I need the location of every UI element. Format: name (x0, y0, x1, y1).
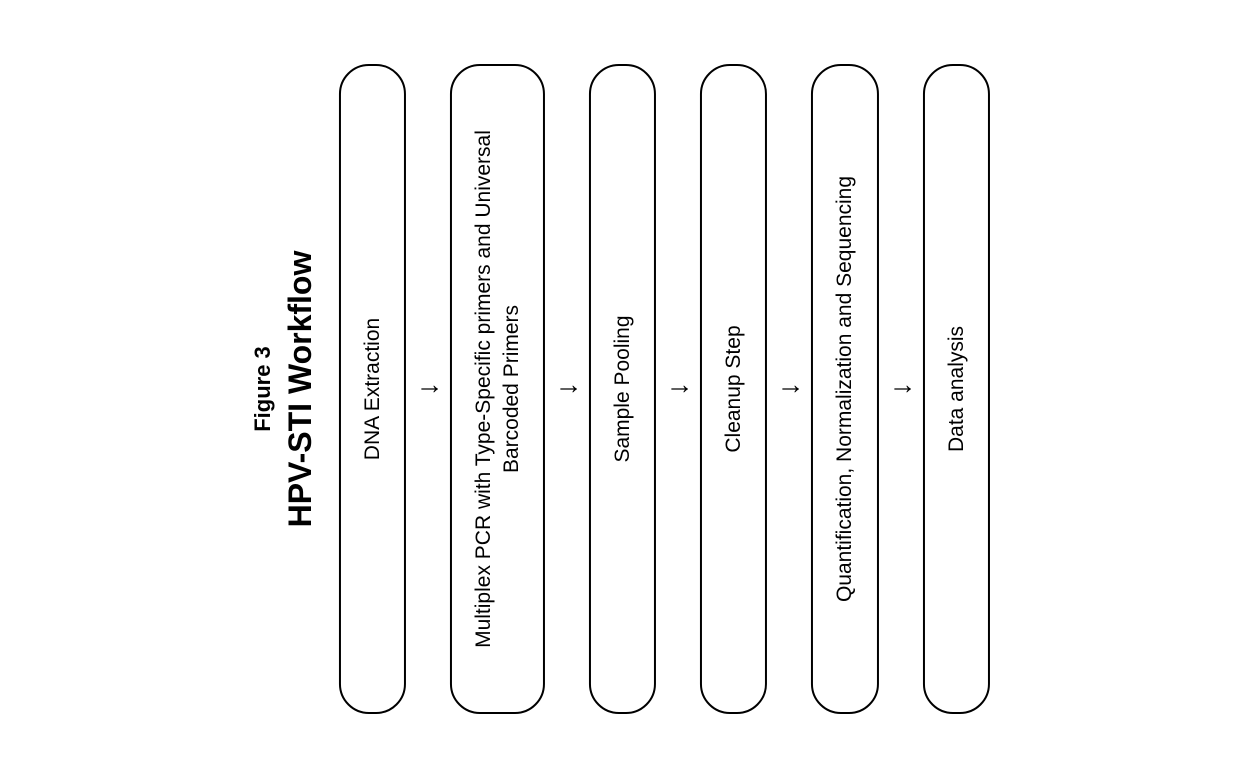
flow-step-label: Quantification, Normalization and Sequen… (831, 175, 858, 601)
flow-step-quantification: Quantification, Normalization and Sequen… (811, 64, 878, 714)
flow-step-dna-extraction: DNA Extraction (339, 64, 406, 714)
flow-step-label: Data analysis (943, 325, 970, 451)
flow-step-label: Multiplex PCR with Type-Specific primers… (470, 86, 525, 692)
arrow-icon: ↓ (414, 382, 442, 396)
arrow-icon: ↓ (664, 382, 692, 396)
flow-step-label: Sample Pooling (609, 315, 636, 462)
arrow-icon: ↓ (775, 382, 803, 396)
workflow-diagram: Figure 3 HPV-STI Workflow DNA Extraction… (250, 19, 990, 759)
flow-step-sample-pooling: Sample Pooling (589, 64, 656, 714)
figure-label: Figure 3 (250, 346, 276, 432)
arrow-icon: ↓ (887, 382, 915, 396)
diagram-title: HPV-STI Workflow (282, 250, 319, 527)
flow-step-cleanup: Cleanup Step (700, 64, 767, 714)
flow-step-label: DNA Extraction (359, 317, 386, 459)
flow-step-multiplex-pcr: Multiplex PCR with Type-Specific primers… (450, 64, 545, 714)
flow-step-data-analysis: Data analysis (923, 64, 990, 714)
arrow-icon: ↓ (553, 382, 581, 396)
flow-step-label: Cleanup Step (720, 325, 747, 452)
